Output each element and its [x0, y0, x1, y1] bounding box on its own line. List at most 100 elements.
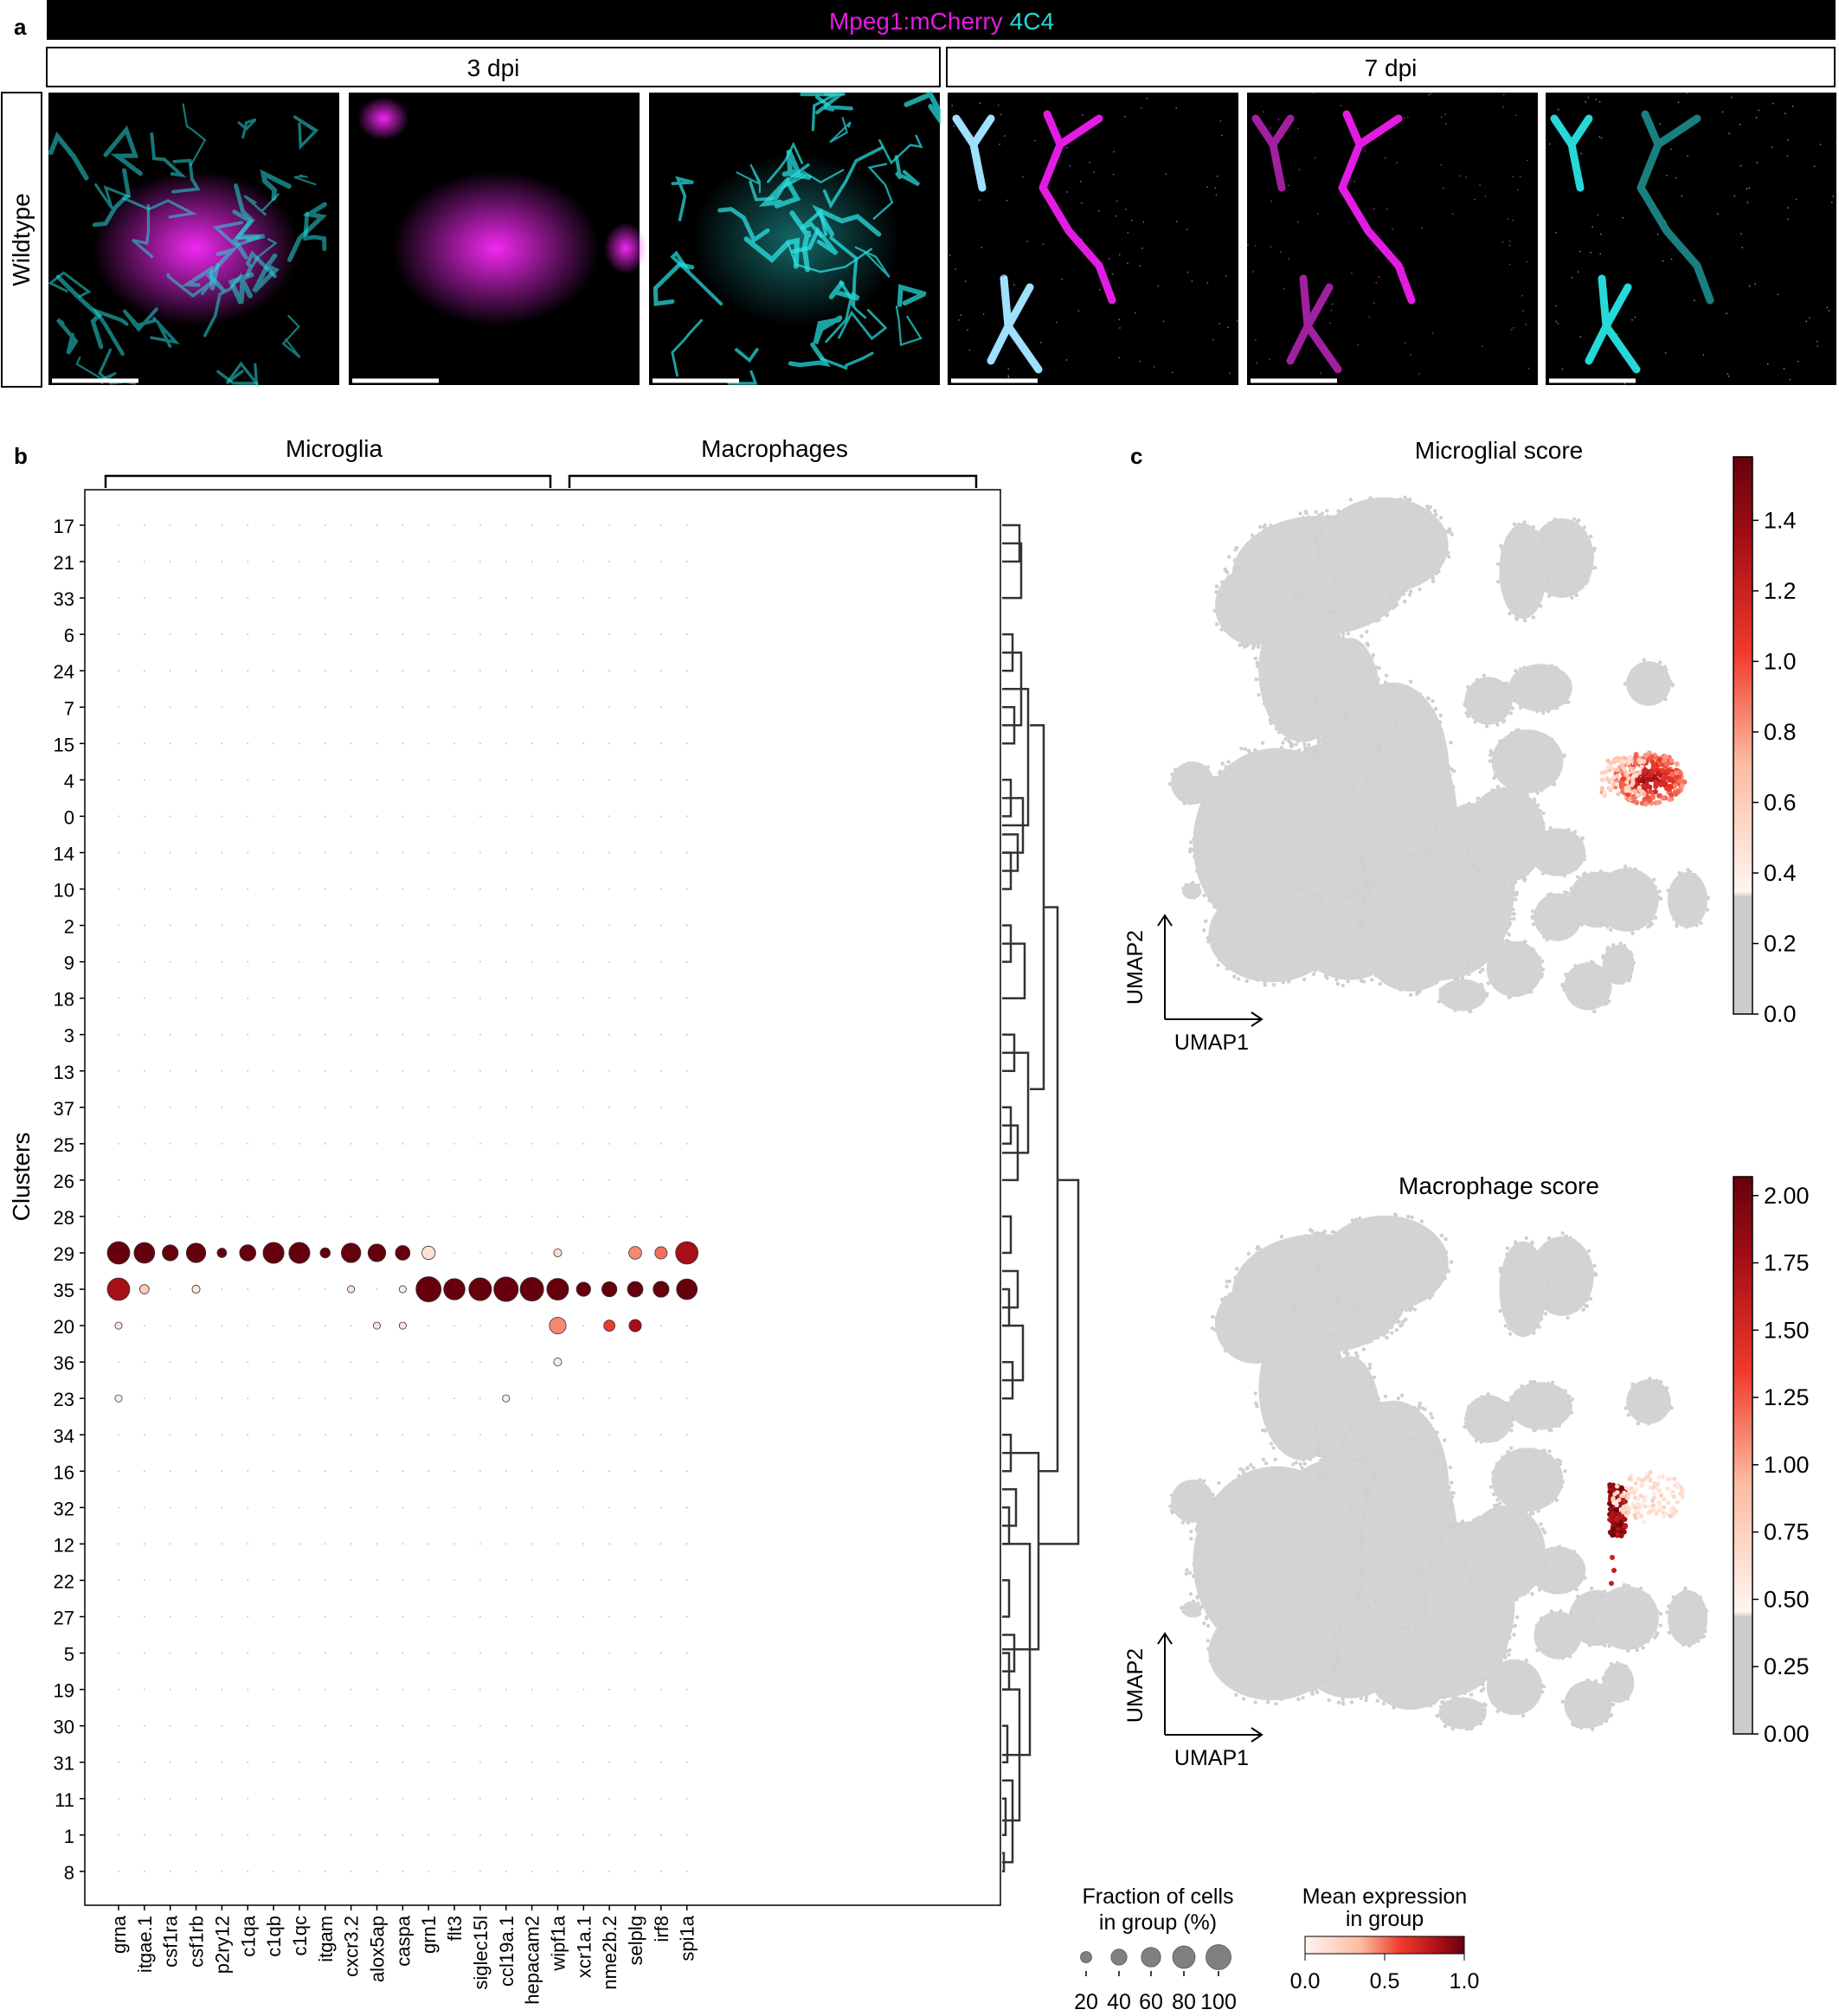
dot-29-c1qc [288, 1242, 311, 1264]
dot-empty [634, 706, 636, 709]
dot-empty [247, 1325, 249, 1326]
dot-empty [221, 779, 223, 781]
dot-empty [428, 561, 430, 562]
dot-empty [143, 1033, 145, 1036]
size-legend-dot [1172, 1945, 1196, 1969]
noise-speck [1702, 354, 1705, 356]
dot-empty [659, 1724, 662, 1727]
noise-speck [1758, 109, 1760, 112]
umap-cell [1351, 786, 1355, 792]
dot-empty [221, 815, 223, 818]
dot-empty [169, 1434, 171, 1436]
dot-empty [479, 1069, 481, 1072]
dot-empty [402, 1397, 404, 1400]
dot-empty [402, 888, 404, 890]
dot-empty [350, 742, 352, 745]
dot-35-wipf1a [546, 1278, 569, 1301]
dot-empty [143, 1361, 145, 1364]
noise-speck [1746, 202, 1749, 204]
dot-empty [402, 670, 404, 672]
dot-empty [376, 1688, 378, 1691]
umap-cell [1424, 504, 1430, 509]
dot-empty [428, 1325, 430, 1326]
dot-empty [505, 1142, 507, 1145]
dot-empty [453, 1069, 455, 1072]
dot-empty [634, 888, 636, 890]
dot-29-selplg [628, 1246, 642, 1260]
dot-empty [608, 1615, 611, 1618]
noise-speck [1080, 238, 1083, 241]
noise-speck [1716, 213, 1719, 215]
dot-empty [299, 1470, 300, 1473]
cluster-tick-label: 28 [54, 1207, 74, 1229]
dot-empty [402, 1142, 404, 1145]
cluster-tick-label: 19 [54, 1680, 74, 1702]
dot-empty [324, 1216, 326, 1217]
4c4-filament [820, 351, 874, 370]
dot-empty [143, 1870, 145, 1872]
umap-cell [1244, 979, 1249, 984]
dot-empty [169, 1288, 171, 1290]
cluster-tick-label: 13 [54, 1062, 74, 1083]
4c4-filament [293, 114, 319, 151]
4c4-filament [303, 211, 327, 252]
noise-speck [1039, 341, 1042, 343]
noise-speck [1403, 117, 1405, 119]
umap-cell [1449, 741, 1453, 745]
dot-empty [143, 1470, 145, 1473]
dot-empty [169, 706, 171, 709]
dot-empty [169, 1833, 171, 1836]
noise-speck [1826, 306, 1829, 309]
dot-empty [505, 706, 507, 709]
dot-empty [195, 888, 197, 890]
noise-speck [1099, 288, 1102, 291]
dot-empty [685, 851, 688, 854]
dot-empty [118, 997, 119, 999]
4c4-filament [897, 284, 927, 307]
noise-speck [1013, 340, 1015, 343]
dot-empty [505, 924, 507, 927]
dot-empty [453, 779, 455, 781]
dot-empty [350, 1579, 352, 1582]
umap-cell [1242, 645, 1247, 649]
dot-empty [556, 561, 559, 562]
size-legend-dot [1110, 1949, 1128, 1966]
dot-empty [247, 1724, 249, 1727]
dot-empty [143, 1434, 145, 1436]
umap-cell [1214, 584, 1219, 588]
noise-speck [1585, 100, 1587, 103]
umap-cell [1214, 622, 1219, 626]
dot-empty [143, 1069, 145, 1072]
umap-cell [1365, 775, 1369, 780]
dot-35-irf8 [653, 1281, 670, 1298]
dot-empty [556, 1397, 559, 1400]
dot-empty [634, 1688, 636, 1691]
dot-36-wipf1a [553, 1358, 563, 1367]
noise-speck [1236, 320, 1238, 322]
noise-speck [1162, 320, 1165, 323]
dendrogram-link [1002, 1324, 1025, 1382]
noise-speck [982, 313, 985, 316]
dot-empty [350, 1833, 352, 1836]
dot-empty [402, 1033, 404, 1036]
dot-empty [143, 1724, 145, 1727]
dot-empty [453, 1724, 455, 1727]
noise-speck [1502, 106, 1504, 108]
noise-speck [1000, 113, 1002, 116]
dot-empty [247, 742, 249, 745]
dot-empty [195, 1543, 197, 1545]
dot-empty [530, 1688, 533, 1691]
noise-speck [1443, 187, 1444, 189]
dendrogram-link [1002, 687, 1030, 827]
noise-speck [1375, 281, 1378, 284]
dot-empty [582, 670, 585, 672]
dot-empty [634, 1106, 636, 1108]
noise-speck [1127, 262, 1128, 265]
dot-empty [659, 1615, 662, 1618]
umap-cell [1361, 740, 1366, 745]
noise-speck [1331, 303, 1334, 305]
dot-empty [453, 633, 455, 636]
dot-empty [247, 1069, 249, 1072]
cluster-tick-label: 24 [54, 661, 74, 683]
dot-empty [376, 670, 378, 672]
